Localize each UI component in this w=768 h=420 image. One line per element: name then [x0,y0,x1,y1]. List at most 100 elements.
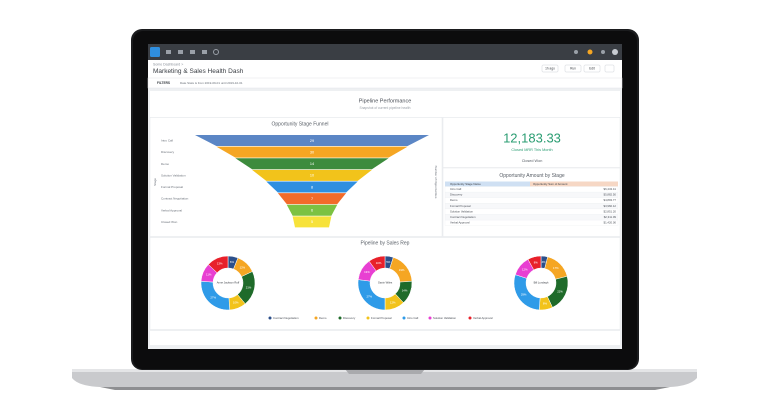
slice-label: 21% [246,285,252,289]
header-buttons: 1h ago Run Edit [541,64,615,73]
slice-label: 4% [542,260,547,264]
legend-swatch[interactable] [268,316,272,320]
slice-label: 29% [521,293,527,297]
funnel-segment [266,181,358,193]
funnel-category: Solution Validation [161,173,186,177]
toolbar-icon[interactable] [166,50,171,54]
table-cell: Intro Call [450,187,462,191]
legend-label[interactable]: Intro Call [407,316,419,320]
funnel-value: 30 [310,150,314,154]
button[interactable] [541,64,559,73]
table-cell: $2,311.09 [604,215,617,219]
funnel-chart: 29 Intro Call 30 Discovery 14 Demo 10 Solution … [161,135,429,228]
legend-swatch[interactable] [366,316,370,320]
funnel-category: Intro Call [161,139,173,143]
funnel-x-label: Number of Opportunities [434,166,438,199]
legend: Contract Negotiation Demo Discovery Formal … [268,316,493,320]
funnel-segment [216,146,408,158]
funnel-category: Discovery [161,150,175,154]
table-header-cell [445,181,530,187]
slice-label: 5% [386,260,391,264]
rep-name: Gavin Wiles [378,281,393,285]
table-cell: $1,420.00 [604,221,617,225]
legend-swatch[interactable] [338,316,342,320]
table-cell: Contract Negotiation [450,215,476,219]
legend-swatch[interactable] [468,316,472,320]
legend-label[interactable]: Demo [319,316,327,320]
slice-label: 19% [399,268,405,272]
toolbar-icon[interactable] [601,50,605,54]
donut-slice [207,255,229,274]
table-row [444,197,619,204]
button[interactable] [583,64,601,73]
button-label[interactable]: Run [570,67,576,71]
legend-label[interactable]: Formal Proposal [371,316,392,320]
legend-label[interactable]: Discovery [343,316,356,320]
toolbar-icon[interactable] [178,50,183,54]
legend-swatch[interactable] [402,316,406,320]
button-label[interactable]: 1h ago [545,67,555,71]
kpi-footer: Closed Won [522,159,543,163]
table: Opportunity Stage Name Opportunity Sum of… [444,181,619,226]
table-cell: Verbal Approval [450,221,470,225]
funnel-value: 10 [310,174,314,178]
funnel-value: 5 [311,220,313,224]
table-row [444,191,619,198]
filters-label[interactable]: FILTERS [157,81,170,85]
dashboard-title: Marketing & Sales Health Dash [153,68,244,75]
breadcrumb[interactable]: Some Dashboard > [153,62,183,66]
header [148,60,622,78]
slice-label: 8% [534,260,539,264]
donut-title: Pipeline by Sales Rep [361,240,410,246]
donut-charts: 6% 12% 21% 10% 27% 11% 13% Anne Jackson Ruff 5% 1… [200,255,569,311]
kpi-value: 12,183.33 [503,130,561,145]
button[interactable] [564,64,582,73]
column-header: Opportunity Stage Name [450,182,481,186]
table-cell: Formal Proposal [450,204,471,208]
legend-label[interactable]: Contract Negotiation [273,316,299,320]
donut-slice [368,255,386,272]
legend-label[interactable]: Verbal Approval [473,316,493,320]
legend-label[interactable]: Solution Validation [433,316,456,320]
funnel-segment [235,158,389,170]
home-icon[interactable] [150,47,160,57]
filter-text[interactable]: Date Stats is from 2019-09-01 until 2019… [180,81,243,85]
toolbar-icon[interactable] [190,50,195,54]
toolbar [148,44,622,60]
table-cell: $4,893.77 [604,198,617,202]
table-cell: Discovery [450,193,463,197]
slice-label: 27% [366,295,372,299]
slice-label: 6% [230,260,235,264]
button-label[interactable]: Edit [589,67,595,71]
user-avatar[interactable] [612,49,618,55]
menu-button[interactable] [604,64,615,73]
funnel-value: 8 [311,185,313,189]
funnel-value: 6 [311,209,313,213]
funnel-value: 14 [310,162,314,166]
laptop-base [72,369,697,387]
table-title: Opportunity Amount by Stage [499,173,565,179]
table-cell: Demo [450,198,458,202]
table-cell: $6,443.41 [604,187,617,191]
slice-label: 22% [557,290,563,294]
toolbar-icon[interactable] [202,50,207,54]
funnel-value: 29 [310,139,314,143]
search-icon[interactable] [213,49,219,55]
donut-panel [149,237,621,330]
table-cell: $3,960.12 [604,204,617,208]
toolbar-icon[interactable] [574,50,578,54]
section-subtitle: Snapshot of current pipeline health [360,106,411,110]
slice-label: 8% [543,301,548,305]
legend-swatch[interactable] [428,316,432,320]
table-cell: Solution Validation [450,209,473,213]
funnel-segment [252,169,372,181]
donut-slice [527,255,542,271]
slice-label: 10% [233,300,239,304]
slice-label: 12% [522,267,528,271]
slice-label: 11% [206,272,212,276]
kpi-panel [442,117,621,168]
funnel-category: Verbal Approval [161,208,182,212]
slice-label: 13% [217,261,223,265]
toolbar-icon[interactable] [587,49,593,55]
legend-swatch[interactable] [314,316,318,320]
